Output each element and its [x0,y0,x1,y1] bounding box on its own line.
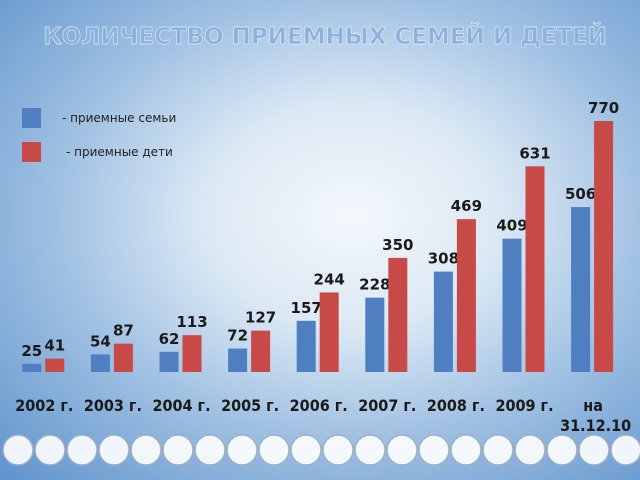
bar [182,335,202,372]
value-label: 469 [451,197,482,215]
bar [90,354,110,372]
value-label: 770 [588,99,619,117]
bar [22,363,42,372]
bar [159,351,179,372]
value-label: 244 [314,270,345,288]
x-tick-label: 2005 г. [221,396,280,415]
legend-label: - приемные дети [66,145,173,159]
value-label: 350 [382,236,413,254]
value-label: 506 [565,185,596,203]
x-tick-label: 2009 г. [495,396,554,415]
bar [45,358,65,372]
x-tick-label: 2007 г. [358,396,417,415]
value-label: 62 [159,330,180,348]
value-label: 41 [44,337,65,355]
bar [228,348,248,372]
x-tick-label: 2004 г. [152,396,211,415]
x-tick-label: 2008 г. [426,396,485,415]
decoration [2,434,640,466]
bar [433,271,453,372]
bar [594,121,614,372]
bar [571,207,591,372]
bar [365,297,385,372]
bar [525,166,545,372]
value-label: 25 [21,342,42,360]
bar [456,219,476,372]
legend-swatch [22,108,41,128]
bar [502,238,522,372]
value-label: 127 [245,309,276,327]
x-tick-label: 2006 г. [289,396,348,415]
value-label: 631 [519,144,550,162]
value-label: 308 [428,250,459,268]
x-tick-label: 2002 г. [15,396,74,415]
value-label: 72 [227,327,248,345]
bar [113,343,133,372]
legend-label: - приемные семьи [62,111,176,125]
chart-title: КОЛИЧЕСТВО ПРИЕМНЫХ СЕМЕЙ И ДЕТЕЙ [43,22,607,50]
x-tick-label: 2003 г. [83,396,142,415]
bar [319,292,339,372]
value-label: 54 [90,332,111,350]
value-label: 87 [113,322,134,340]
value-label: 228 [359,276,390,294]
value-label: 409 [496,217,527,235]
x-tick-label: на 31.12.10 [560,396,632,435]
legend-swatch [22,142,41,162]
value-label: 157 [291,299,322,317]
bar [388,257,408,372]
bar [296,320,316,372]
bar [251,330,271,372]
value-label: 113 [176,313,207,331]
